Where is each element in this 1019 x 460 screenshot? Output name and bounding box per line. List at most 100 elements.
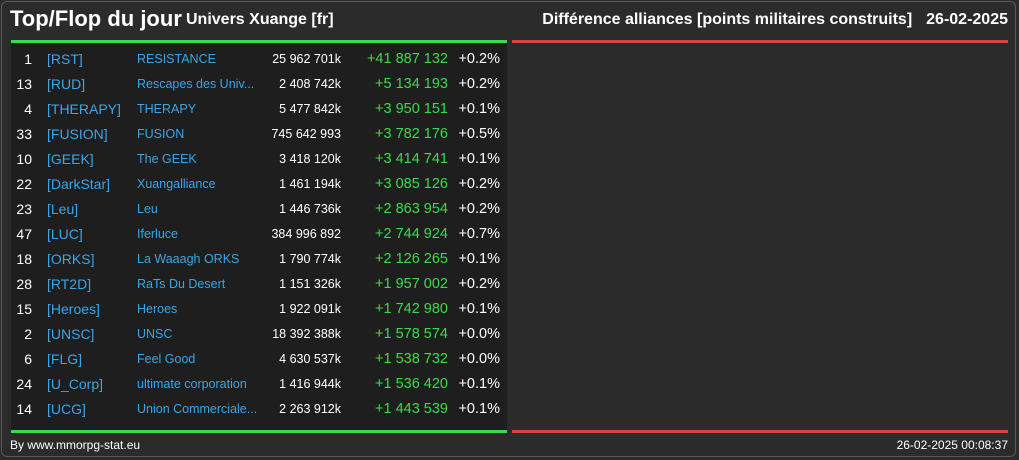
alliance-name-link[interactable]: ultimate corporation [137,377,247,391]
alliance-rank: 2 [24,326,32,342]
generated-timestamp: 26-02-2025 00:08:37 [896,438,1008,452]
top-list-bottom-bar [11,430,507,433]
alliance-tag-link[interactable]: [UCG] [47,401,86,417]
table-row: 14 [UCG] Union Commerciale... 2 263 912k +1 … [11,397,507,422]
alliance-name-link[interactable]: The GEEK [137,152,197,166]
alliance-rank: 28 [16,276,32,292]
table-row: 2 [UNSC] UNSC 18 392 388k +1 578 574 +0.0% [11,322,507,347]
alliance-name-link[interactable]: La Waaagh ORKS [137,252,240,266]
alliance-tag-link[interactable]: [LUC] [47,226,83,242]
alliance-tag-link[interactable]: [RT2D] [47,276,92,292]
points-difference: +3 085 126 [375,176,448,192]
header-date: 26-02-2025 [926,11,1008,28]
alliance-tag-link[interactable]: [DarkStar] [47,176,111,192]
table-row: 22 [DarkStar] Xuangalliance 1 461 194k +3 08… [11,172,507,197]
top-list-top-bar [11,40,507,43]
alliance-name-link[interactable]: Iferluce [137,227,178,241]
alliance-tag-link[interactable]: [THERAPY] [47,101,121,117]
alliance-name-link[interactable]: Heroes [137,302,178,316]
alliance-tag-link[interactable]: [Leu] [47,201,79,217]
percent-change: +0.2% [458,201,500,217]
alliance-tag-link[interactable]: [RUD] [47,76,86,92]
alliance-tag-link[interactable]: [FLG] [47,351,83,367]
alliance-points: 25 962 701k [272,52,341,66]
alliance-rank: 47 [16,226,32,242]
percent-change: +0.1% [458,151,500,167]
points-difference: +3 782 176 [375,126,448,142]
table-row: 47 [LUC] Iferluce 384 996 892 +2 744 924 +0.7… [11,222,507,247]
flop-list-top-bar [512,40,1008,43]
percent-change: +0.1% [458,251,500,267]
points-difference: +1 443 539 [375,401,448,417]
percent-change: +0.1% [458,301,500,317]
points-difference: +3 950 151 [375,101,448,117]
alliance-tag-link[interactable]: [UNSC] [47,326,95,342]
alliance-tag-link[interactable]: [Heroes] [47,301,100,317]
alliance-rank: 14 [16,401,32,417]
alliance-tag-link[interactable]: [ORKS] [47,251,95,267]
table-row: 4 [THERAPY] THERAPY 5 477 842k +3 950 151 +0.… [11,97,507,122]
alliance-rank: 10 [16,151,32,167]
alliance-name-link[interactable]: Xuangalliance [137,177,216,191]
alliance-tag-link[interactable]: [FUSION] [47,126,108,142]
percent-change: +0.1% [458,401,500,417]
alliance-points: 4 630 537k [279,352,341,366]
flop-list-panel [512,44,1008,430]
alliance-points: 18 392 388k [272,327,341,341]
points-difference: +1 538 732 [375,351,448,367]
site-credit: By www.mmorpg-stat.eu [10,438,141,452]
alliance-name-link[interactable]: RaTs Du Desert [137,277,226,291]
header-right: Différence alliances [points militaires … [542,11,1008,29]
universe-subtitle: Univers Xuange [fr] [186,11,334,28]
top-list-panel: 1 [RST] RESISTANCE 25 962 701k +41 887 132 +0… [11,44,507,430]
alliance-tag-link[interactable]: [RST] [47,51,83,67]
alliance-rank: 1 [24,51,32,67]
ranking-description: Différence alliances [points militaires … [542,11,913,28]
points-difference: +2 744 924 [375,226,448,242]
percent-change: +0.2% [458,276,500,292]
alliance-rank: 23 [16,201,32,217]
alliance-name-link[interactable]: UNSC [137,327,173,341]
alliance-name-link[interactable]: FUSION [137,127,185,141]
alliance-rank: 33 [16,126,32,142]
percent-change: +0.1% [458,376,500,392]
alliance-rank: 6 [24,351,32,367]
points-difference: +1 578 574 [375,326,448,342]
percent-change: +0.5% [458,126,500,142]
table-row: 24 [U_Corp] ultimate corporation 1 416 944k… [11,372,507,397]
alliance-points: 384 996 892 [271,227,341,241]
flop-list-bottom-bar [512,430,1008,433]
alliance-tag-link[interactable]: [GEEK] [47,151,94,167]
percent-change: +0.2% [458,176,500,192]
percent-change: +0.7% [458,226,500,242]
alliance-name-link[interactable]: Feel Good [137,352,196,366]
points-difference: +1 536 420 [375,376,448,392]
alliance-points: 3 418 120k [279,152,341,166]
alliance-name-link[interactable]: Rescapes des Univ... [137,77,255,91]
points-difference: +1 742 980 [375,301,448,317]
alliance-rank: 18 [16,251,32,267]
points-difference: +2 863 954 [375,201,448,217]
percent-change: +0.1% [458,101,500,117]
points-difference: +41 887 132 [366,51,448,67]
alliance-points: 1 151 326k [279,277,341,291]
alliance-points: 5 477 842k [279,102,341,116]
alliance-rank: 13 [16,76,32,92]
alliance-name-link[interactable]: THERAPY [137,102,197,116]
points-difference: +1 957 002 [375,276,448,292]
table-row: 18 [ORKS] La Waaagh ORKS 1 790 774k +2 126 2… [11,247,507,272]
alliance-name-link[interactable]: RESISTANCE [137,52,216,66]
alliance-points: 1 461 194k [279,177,341,191]
table-row: 13 [RUD] Rescapes des Univ... 2 408 742k +5 … [11,72,507,97]
alliance-rank: 24 [16,376,32,392]
alliance-tag-link[interactable]: [U_Corp] [47,376,104,392]
alliance-points: 2 408 742k [279,77,341,91]
table-row: 10 [GEEK] The GEEK 3 418 120k +3 414 741 +0.1… [11,147,507,172]
percent-change: +0.0% [458,326,500,342]
table-row: 1 [RST] RESISTANCE 25 962 701k +41 887 132 +0… [11,47,507,72]
alliance-name-link[interactable]: Union Commerciale... [137,402,258,416]
percent-change: +0.0% [458,351,500,367]
alliance-name-link[interactable]: Leu [137,202,158,216]
page-title: Top/Flop du jour [10,6,182,31]
